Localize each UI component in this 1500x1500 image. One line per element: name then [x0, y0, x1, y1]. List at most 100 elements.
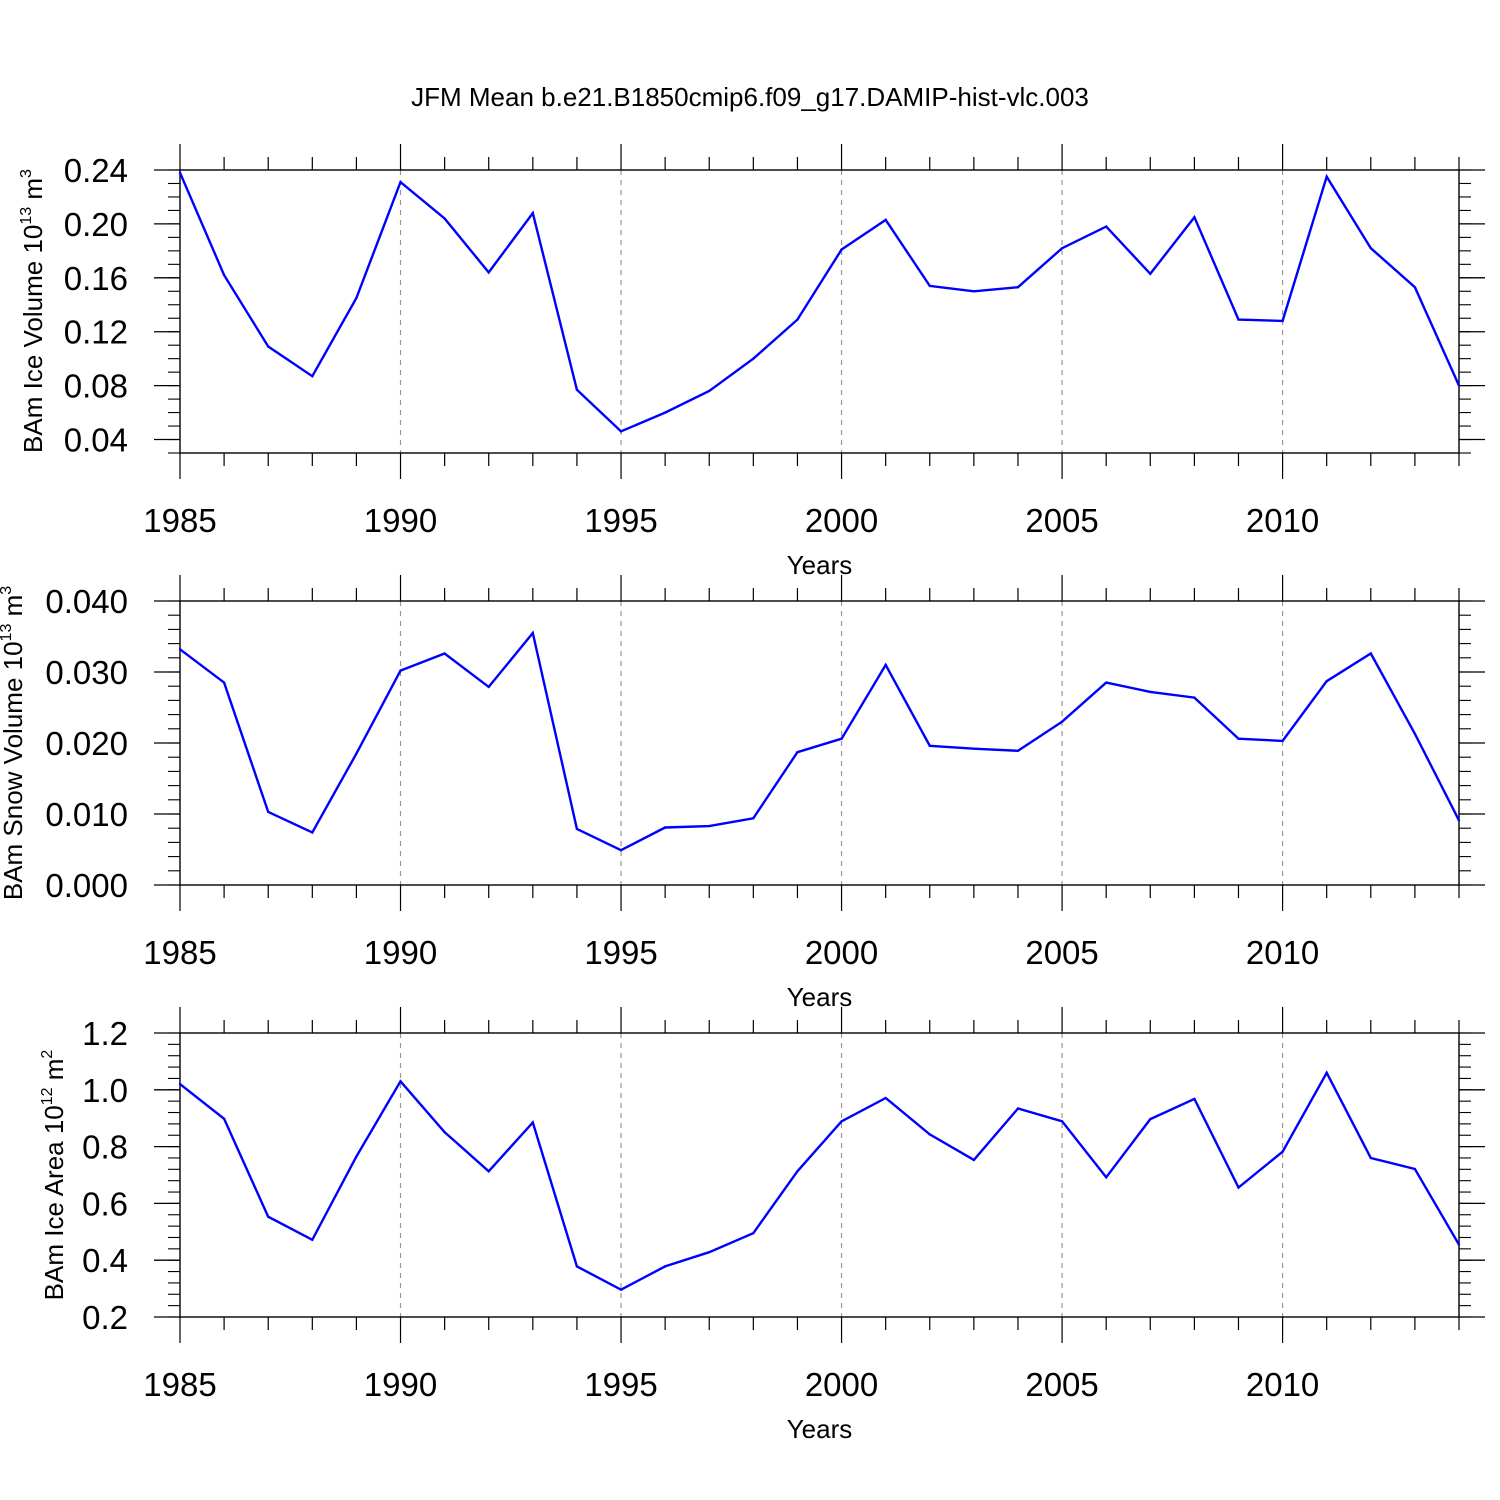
data-point [222, 273, 226, 277]
y-tick-label: 0.010 [45, 796, 128, 833]
data-point [752, 357, 755, 360]
data-point [1325, 1071, 1328, 1074]
data-point [708, 389, 711, 393]
x-tick-label: 2000 [805, 934, 878, 971]
data-point [663, 826, 667, 829]
data-point [1457, 1243, 1461, 1246]
data-point [531, 631, 535, 635]
data-point [1413, 732, 1417, 735]
y-tick-label: 0.2 [82, 1299, 128, 1336]
data-point [1457, 819, 1461, 822]
y-tick-label: 0.12 [64, 314, 128, 351]
x-tick-label: 1990 [364, 1366, 437, 1403]
x-tick-label: 1990 [364, 502, 437, 539]
y-tick-label: 0.030 [45, 654, 128, 691]
data-point [1281, 319, 1284, 323]
data-point [884, 1096, 887, 1100]
data-point [752, 1232, 755, 1235]
data-point [575, 388, 579, 391]
data-point [443, 652, 446, 655]
plot-frame [179, 1032, 1460, 1318]
data-point [1016, 749, 1020, 753]
data-point [531, 211, 535, 215]
data-point [575, 1265, 579, 1268]
chart-panels: 0.04 0.08 0.12 0.16 0.20 0.24 1985 1990 1995 2000… [0, 144, 1485, 1444]
data-point [928, 1133, 931, 1136]
x-tick-label: 2005 [1025, 1366, 1098, 1403]
data-point [1281, 739, 1284, 743]
data-point [1016, 1107, 1020, 1110]
data-point [619, 430, 623, 433]
data-point [1369, 652, 1372, 655]
data-point [1413, 1167, 1417, 1171]
data-point [1237, 1186, 1240, 1189]
x-tick-label: 1985 [143, 1366, 216, 1403]
data-point [222, 681, 226, 684]
x-tick-label: 2005 [1025, 502, 1098, 539]
y-tick-label: 0.040 [45, 583, 128, 620]
page-title: JFM Mean b.e21.B1850cmip6.f09_g17.DAMIP-… [411, 82, 1089, 112]
y-axis-title: BAm Snow Volume 1013 m3 [0, 586, 28, 900]
data-point [1149, 690, 1152, 694]
data-point [1060, 720, 1064, 723]
y-tick-label: 0.020 [45, 725, 128, 762]
x-tick-label: 2010 [1246, 502, 1319, 539]
data-point [267, 1215, 270, 1218]
data-point [1060, 246, 1064, 250]
y-tick-label: 0.08 [64, 368, 128, 405]
data-point [267, 345, 270, 348]
x-axis-title: Years [787, 1414, 853, 1444]
data-point [399, 669, 402, 672]
data-point [796, 318, 799, 321]
data-point [399, 1080, 402, 1083]
data-point [1104, 681, 1108, 684]
data-point [487, 685, 490, 689]
y-tick-label: 0.8 [82, 1129, 128, 1166]
data-point [1104, 1176, 1108, 1179]
data-point [840, 248, 843, 251]
x-tick-label: 1995 [584, 502, 657, 539]
x-axis-title: Years [787, 550, 853, 580]
data-point [178, 648, 182, 651]
x-tick-label: 1995 [584, 1366, 657, 1403]
series-line [179, 630, 1461, 852]
data-point [1149, 272, 1152, 275]
data-point [311, 831, 314, 834]
data-point [1237, 318, 1240, 321]
data-point [840, 1120, 843, 1123]
y-tick-label: 0.24 [64, 152, 128, 189]
y-axis-title: BAm Ice Area 1012 m2 [39, 1050, 69, 1301]
data-point [708, 824, 711, 828]
data-point [443, 217, 446, 220]
data-point [1104, 225, 1108, 228]
data-point [1193, 215, 1196, 219]
data-point [1369, 1156, 1372, 1160]
data-point [1237, 737, 1240, 740]
data-point [884, 218, 887, 222]
data-point [972, 747, 976, 750]
data-point [222, 1117, 226, 1120]
data-point [972, 1158, 976, 1162]
y-tick-label: 0.20 [64, 206, 128, 243]
y-tick-label: 0.4 [82, 1242, 128, 1279]
x-tick-label: 1995 [584, 934, 657, 971]
data-point [487, 1170, 490, 1173]
series-line [178, 172, 1461, 433]
plot-frame [179, 600, 1460, 886]
data-point [1325, 680, 1328, 683]
y-tick-label: 0.04 [64, 422, 128, 459]
data-point [663, 411, 667, 414]
data-point [796, 751, 799, 754]
data-point [355, 752, 358, 755]
data-point [619, 1288, 623, 1291]
data-point [752, 817, 755, 820]
data-point [619, 849, 623, 852]
series-line [179, 1070, 1461, 1292]
data-point [531, 1121, 535, 1124]
chart-panel-2: 0.000 0.010 0.020 0.030 0.040 1985 1990 1995 200… [0, 575, 1485, 1012]
data-point [663, 1265, 667, 1268]
x-tick-label: 2005 [1025, 934, 1098, 971]
chart-panel-1: 0.04 0.08 0.12 0.16 0.20 0.24 1985 1990 1995 2000… [18, 144, 1485, 580]
data-point [1413, 286, 1417, 289]
data-point [1281, 1150, 1284, 1153]
